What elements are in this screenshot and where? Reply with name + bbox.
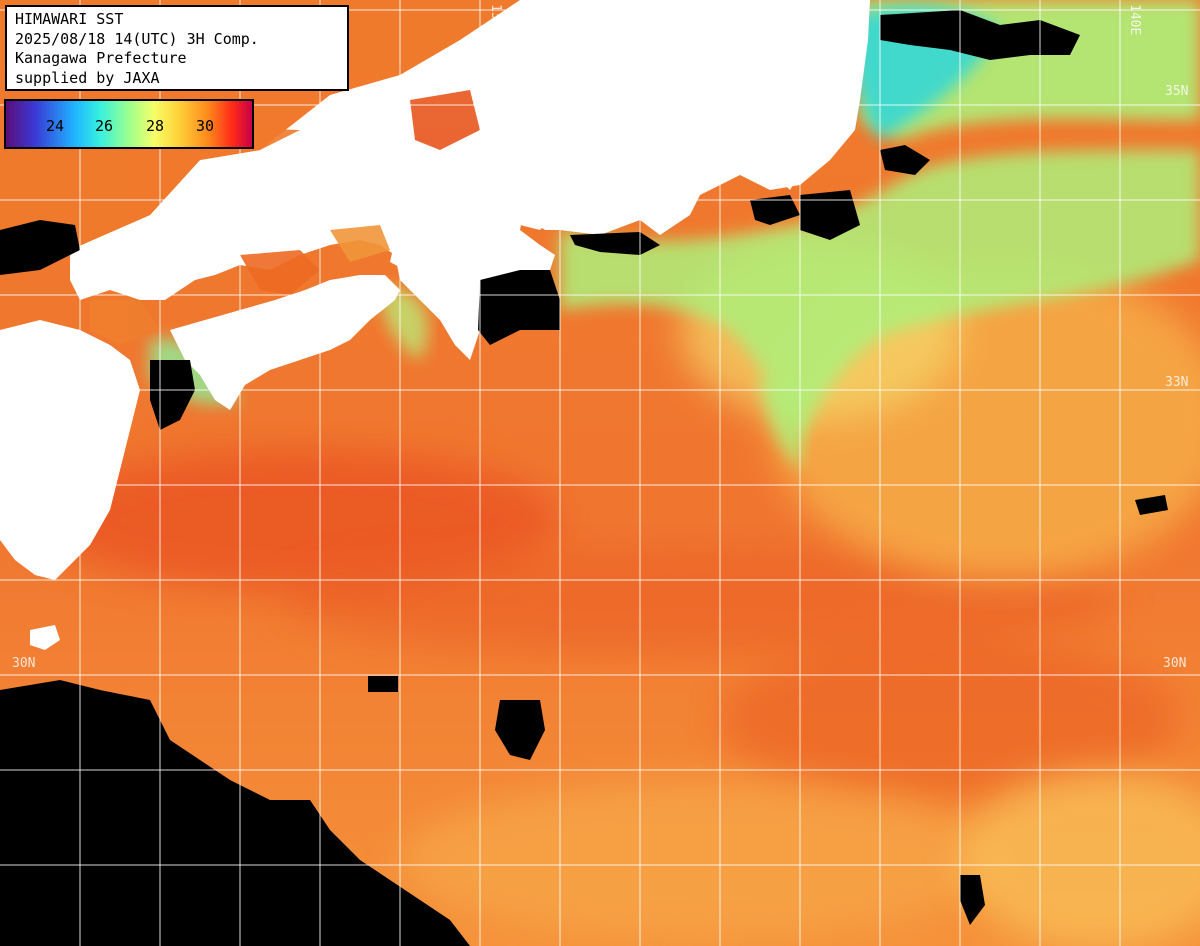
legend-tick-24: 24 [46, 117, 65, 135]
cloud-cover [0, 10, 1168, 946]
map-title-box: HIMAWARI SST 2025/08/18 14(UTC) 3H Comp.… [5, 5, 349, 91]
coastal-warm-water [0, 90, 480, 345]
title-line-region: Kanagawa Prefecture [15, 49, 187, 67]
title-line-datetime: 2025/08/18 14(UTC) 3H Comp. [15, 29, 259, 48]
title-line-credit: supplied by JAXA [15, 68, 160, 87]
lon-label-136e: 136E [488, 4, 503, 35]
lat-label-33n: 33N [1165, 375, 1188, 390]
temperature-color-scale: 24 26 28 30 [4, 99, 254, 149]
title-line-product: HIMAWARI SST [15, 10, 124, 28]
lon-label-140e: 140E [1127, 4, 1142, 35]
lat-label-30n-right: 30N [1163, 656, 1186, 671]
legend-tick-26: 26 [95, 117, 114, 135]
legend-tick-28: 28 [146, 117, 165, 135]
lat-label-35n: 35N [1165, 84, 1188, 99]
lat-label-30n-left: 30N [12, 656, 35, 671]
legend-tick-30: 30 [196, 117, 215, 135]
